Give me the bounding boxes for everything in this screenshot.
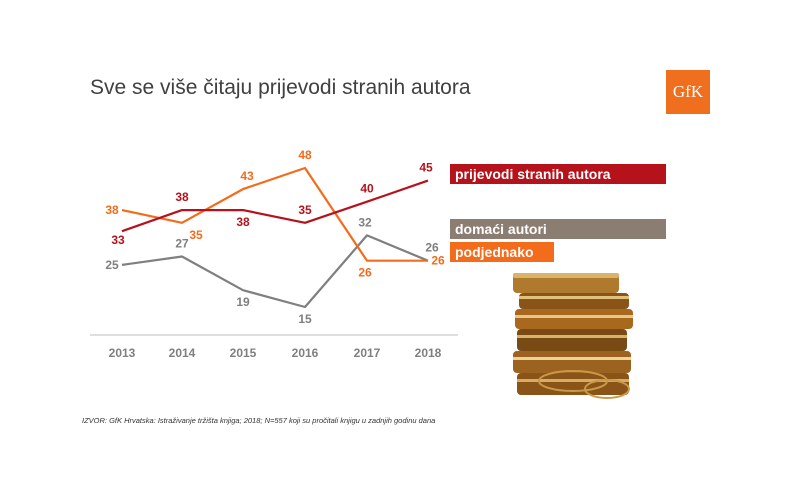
x-tick-label: 2016	[292, 346, 319, 360]
data-label: 38	[105, 203, 119, 217]
x-tick-label: 2017	[354, 346, 381, 360]
x-tick-label: 2015	[230, 346, 257, 360]
data-label: 35	[189, 228, 203, 242]
gfk-logo: GfK	[666, 70, 710, 114]
data-label: 26	[425, 241, 439, 255]
data-label: 25	[105, 258, 119, 272]
data-label: 27	[175, 236, 189, 250]
books-illustration	[513, 273, 633, 399]
data-label: 15	[298, 312, 312, 326]
data-label: 43	[240, 169, 254, 183]
page-title: Sve se više čitaju prijevodi stranih aut…	[90, 76, 471, 99]
legend-prijevodi: prijevodi stranih autora	[450, 164, 666, 184]
data-label: 19	[236, 295, 250, 309]
legend-domaci: domaći autori	[450, 219, 666, 239]
data-label: 38	[175, 190, 189, 204]
legend-podjednako: podjednako	[450, 242, 554, 262]
x-tick-label: 2014	[169, 346, 196, 360]
data-label: 26	[358, 266, 372, 280]
data-label: 35	[298, 203, 312, 217]
x-tick-label: 2018	[415, 346, 442, 360]
data-label: 40	[360, 182, 374, 196]
data-label: 32	[358, 215, 372, 229]
series-line-prijevodi	[121, 179, 429, 233]
series-line-podjednako	[121, 166, 428, 262]
data-label: 38	[236, 215, 250, 229]
x-tick-label: 2013	[109, 346, 136, 360]
data-label: 26	[431, 254, 445, 268]
series-line-domaci	[121, 234, 429, 309]
source-note: IZVOR: GfK Hrvatska: Istraživanje tržišt…	[82, 416, 436, 425]
data-label: 45	[419, 161, 433, 175]
data-label: 33	[111, 233, 125, 247]
data-label: 48	[298, 148, 312, 162]
